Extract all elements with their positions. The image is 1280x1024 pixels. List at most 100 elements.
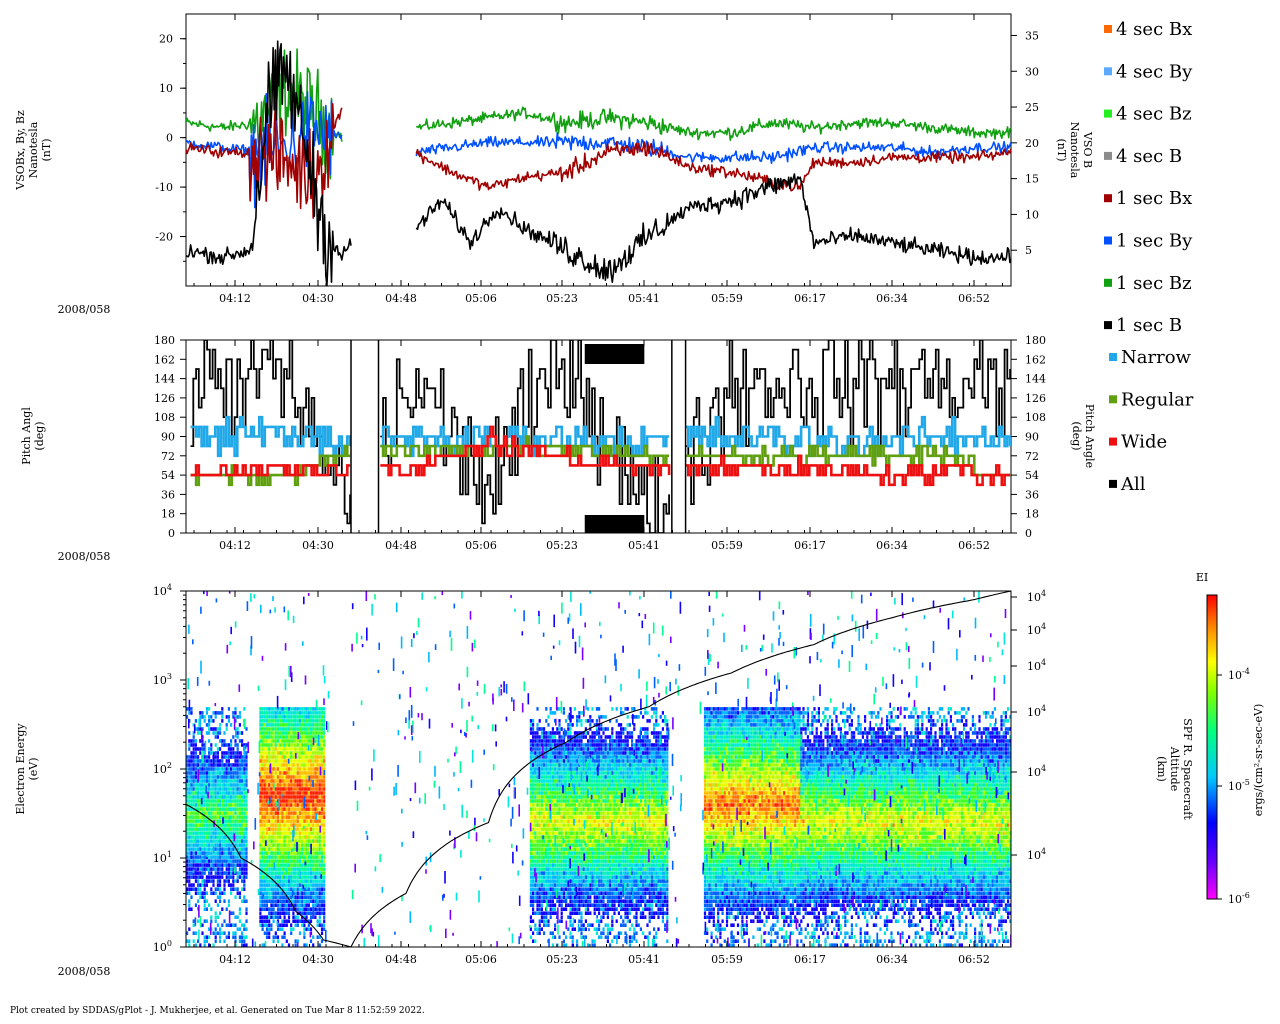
spectrogram-cell	[529, 787, 532, 791]
spectrogram-cell	[534, 751, 537, 755]
spectrogram-cell	[562, 795, 565, 799]
spectrogram-cell	[582, 927, 585, 931]
spectrogram-cell	[287, 839, 291, 843]
spectrogram-cell	[591, 903, 594, 907]
spectrogram-cell	[238, 787, 241, 791]
spectrogram-cell	[551, 731, 554, 735]
spectrogram-cell	[265, 783, 269, 787]
spectrogram-cell	[265, 775, 269, 779]
spectrogram-cell	[212, 711, 215, 715]
spectrogram-cell	[312, 811, 315, 815]
spectrogram-cell	[549, 867, 552, 871]
spectrogram-cell	[584, 935, 587, 939]
spectrogram-cell	[606, 931, 609, 935]
spectrogram-cell	[188, 847, 191, 851]
spectrogram-cell	[545, 791, 548, 795]
spectrogram-cell	[279, 859, 282, 863]
spectrogram-cell	[584, 863, 587, 867]
spectrogram-cell	[208, 751, 211, 755]
spectrogram-cell	[532, 815, 535, 819]
spectrogram-cell	[573, 835, 576, 839]
spectrogram-cell	[582, 827, 585, 831]
spectrogram-cell	[270, 723, 273, 727]
spectrogram-cell	[294, 819, 297, 823]
field-ylabel-left: VSOBx, By, BzNanotesla(nT)	[14, 110, 53, 191]
time-tick-label: 05:41	[628, 539, 660, 552]
spectrogram-cell	[301, 735, 304, 739]
spectrogram-cell	[598, 775, 601, 779]
spectrogram-cell	[549, 751, 552, 755]
spectrogram-cell	[582, 803, 585, 807]
spectrogram-cell	[598, 831, 601, 835]
spectrogram-cell	[298, 887, 302, 891]
spectrogram-cell	[560, 751, 563, 755]
spectrogram-cell	[547, 791, 550, 795]
spectrogram-cell	[545, 787, 548, 791]
spectrogram-cell	[593, 759, 596, 763]
spectrogram-cell	[323, 907, 326, 911]
spectrogram-cell	[560, 903, 563, 907]
spectrogram-cell	[534, 763, 537, 767]
spectrogram-cell	[296, 755, 299, 759]
spectrogram-cell	[272, 851, 275, 855]
spectrogram-cell	[232, 807, 235, 811]
spectrogram-cell	[545, 731, 548, 735]
spectrogram-cell	[609, 819, 612, 823]
spectrogram-cell	[323, 767, 326, 771]
spectrogram-cell	[199, 891, 202, 895]
spectrogram-cell	[227, 819, 230, 823]
spectrogram-cell	[199, 895, 202, 899]
spectrogram-cell	[580, 743, 583, 747]
spectrogram-cell	[279, 775, 282, 779]
spectrogram-cell	[567, 871, 570, 875]
spectrogram-cell	[309, 795, 313, 799]
spectrogram-cell	[318, 763, 321, 767]
spectrogram-cell	[593, 871, 596, 875]
spectrogram-cell	[578, 851, 581, 855]
spectrogram-cell	[223, 939, 226, 943]
spectrogram-cell	[208, 803, 211, 807]
spectrogram-cell	[208, 747, 211, 751]
spectrogram-cell	[562, 771, 565, 775]
spectrogram-cell	[589, 847, 592, 851]
spectrogram-cell	[241, 799, 244, 803]
spectrogram-cell	[301, 731, 304, 735]
spectrogram-cell	[223, 863, 226, 867]
spectrogram-cell	[545, 799, 548, 803]
spectrogram-cell	[540, 887, 543, 891]
spectrogram-cell	[201, 875, 204, 879]
spectrogram-cell	[270, 895, 273, 899]
spectrogram-cell	[316, 723, 319, 727]
spectrogram-cell	[230, 783, 233, 787]
spectrogram-cell	[547, 891, 550, 895]
spectrogram-cell	[190, 751, 193, 755]
spectrogram-cell	[565, 883, 568, 887]
spectrogram-cell	[538, 815, 541, 819]
spectrogram-cell	[227, 875, 230, 879]
spectrogram-cell	[320, 931, 324, 935]
spectrogram-cell	[186, 775, 189, 779]
spectrogram-cell	[281, 727, 284, 731]
spectrogram-cell	[285, 807, 288, 811]
spectrogram-cell	[543, 931, 546, 935]
spectrogram-cell	[294, 895, 297, 899]
spectrogram-cell	[290, 819, 293, 823]
spectrogram-cell	[245, 911, 248, 915]
spectrogram-cell	[208, 855, 211, 859]
spectrogram-cell	[323, 727, 326, 731]
spectrogram-cell	[221, 719, 224, 723]
spectrogram-cell	[309, 727, 313, 731]
spectrogram-cell	[296, 771, 299, 775]
spectrogram-cell	[593, 943, 596, 947]
spectrogram-cell	[576, 747, 579, 751]
spectrogram-cell	[261, 799, 264, 803]
spectrogram-cell	[188, 755, 191, 759]
spectrogram-cell	[545, 831, 548, 835]
spectrogram-cell	[547, 763, 550, 767]
spectrogram-cell	[582, 787, 585, 791]
spectrogram-cell	[309, 763, 313, 767]
spectrogram-cell	[549, 883, 552, 887]
spectrogram-cell	[210, 839, 213, 843]
spectrogram-cell	[230, 767, 233, 771]
